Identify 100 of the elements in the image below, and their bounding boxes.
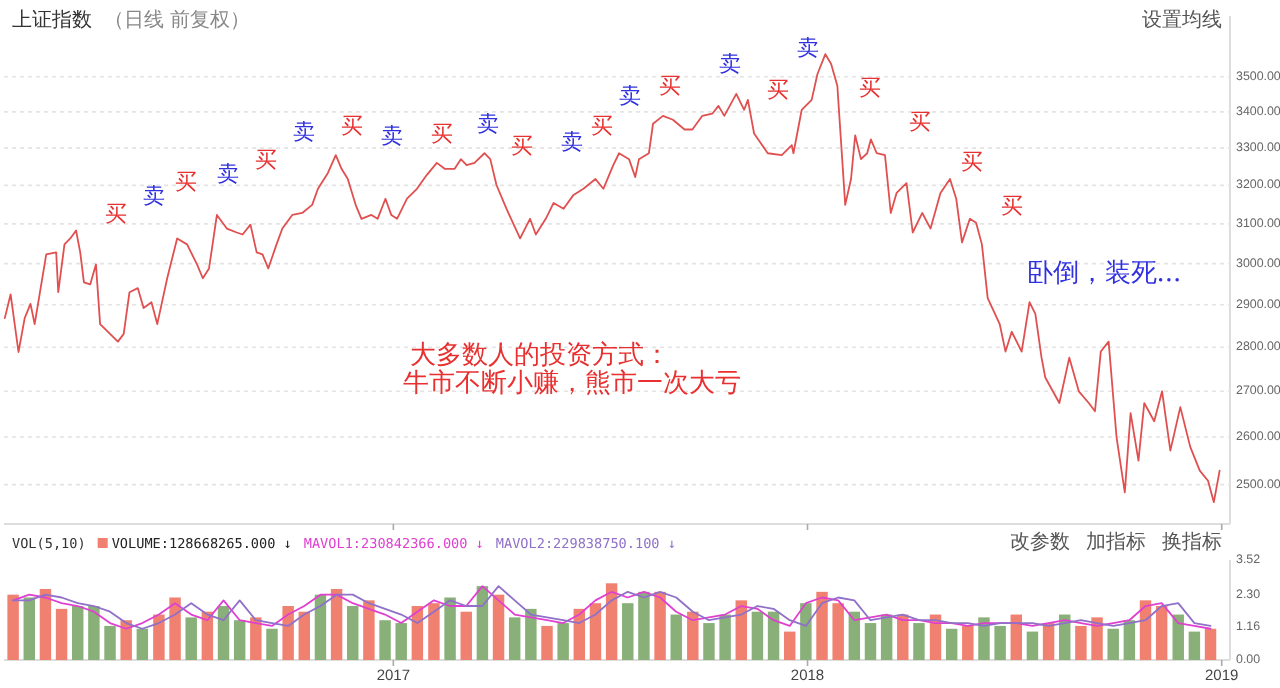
- annotation: 买: [511, 133, 533, 159]
- bar: [347, 606, 359, 660]
- bar: [39, 588, 52, 660]
- bar: [703, 623, 715, 660]
- bar: [864, 623, 877, 660]
- bar: [945, 628, 958, 660]
- bar: [88, 606, 100, 660]
- bar: [589, 603, 602, 660]
- text: 改参数: [1010, 530, 1070, 554]
- chart-title: 上证指数: [12, 8, 92, 32]
- bar: [460, 611, 472, 660]
- annotation: 牛市不断小赚，熊市一次大亏: [403, 369, 741, 399]
- bar: [670, 614, 682, 660]
- bar: [962, 625, 974, 660]
- bar: [1010, 614, 1022, 660]
- bar: [250, 617, 262, 660]
- bar: [428, 603, 440, 660]
- annotation: 卖: [477, 111, 499, 137]
- bar: [298, 611, 311, 660]
- bar: [897, 614, 909, 660]
- bar: [1107, 628, 1119, 660]
- annotation: 卖: [797, 35, 819, 61]
- bar: [379, 620, 391, 660]
- bar: [800, 603, 812, 660]
- bar: [1042, 623, 1055, 660]
- annotation: 买: [1001, 193, 1023, 219]
- bar: [314, 594, 327, 660]
- bar: [266, 628, 278, 660]
- bar: [7, 594, 19, 660]
- bar: [1204, 628, 1217, 660]
- bar: [169, 597, 181, 660]
- bar: [330, 588, 343, 660]
- bar: [136, 628, 149, 660]
- bar: [72, 606, 84, 660]
- annotation: 买: [341, 113, 363, 139]
- bar: [557, 623, 569, 660]
- bar: [185, 617, 197, 660]
- annotation: 卖: [561, 129, 583, 155]
- annotation: 卧倒，装死...: [1026, 259, 1182, 289]
- bar: [1026, 631, 1039, 660]
- bar: [1172, 614, 1184, 660]
- bar: [217, 606, 230, 660]
- bar: [525, 608, 537, 660]
- bar: [719, 614, 731, 660]
- chart-subtitle: （日线 前复权）: [104, 8, 251, 32]
- bar: [638, 591, 650, 660]
- annotation: 买: [105, 201, 127, 227]
- bar: [1188, 631, 1201, 660]
- bar: [832, 603, 844, 660]
- bar: [767, 611, 780, 660]
- bar: [816, 591, 828, 660]
- bar: [476, 586, 489, 660]
- annotation: 卖: [143, 183, 165, 209]
- annotation: 卖: [619, 83, 641, 109]
- bar: [541, 625, 553, 660]
- annotation: 卖: [217, 161, 239, 187]
- bar: [605, 583, 618, 660]
- annotation: 买: [767, 77, 789, 103]
- bar: [784, 631, 796, 660]
- bar: [735, 600, 747, 660]
- bar: [492, 594, 505, 660]
- annotation: 卖: [719, 51, 741, 77]
- bar: [994, 625, 1006, 660]
- annotation: 买: [255, 147, 277, 173]
- bar: [55, 608, 68, 660]
- annotation: 卖: [381, 123, 403, 149]
- annotation: 买: [591, 113, 613, 139]
- bar: [153, 614, 165, 660]
- bar: [444, 597, 456, 660]
- bar: [1123, 620, 1136, 660]
- line-series: [12, 585, 1212, 630]
- annotation: 设置均线: [1142, 8, 1222, 32]
- annotation: 大多数人的投资方式：: [410, 339, 670, 371]
- annotation: 买: [859, 75, 881, 101]
- bar: [622, 603, 634, 660]
- bar: [1075, 625, 1087, 660]
- text: 加指标: [1086, 530, 1146, 554]
- bar: [687, 611, 699, 660]
- bar: [363, 600, 375, 660]
- bar: [654, 591, 666, 660]
- bar: [282, 606, 294, 660]
- annotation: 买: [431, 121, 453, 147]
- bar: [23, 597, 35, 660]
- bar: [120, 620, 132, 660]
- bar: [104, 625, 116, 660]
- annotation: 卖: [293, 119, 315, 145]
- annotation: 买: [909, 109, 931, 135]
- bar: [751, 611, 764, 660]
- bar: [913, 623, 925, 660]
- annotation: 买: [659, 73, 681, 99]
- bar: [395, 623, 407, 660]
- bar: [848, 611, 861, 660]
- bar: [978, 617, 990, 660]
- text: 换指标: [1162, 530, 1222, 554]
- bar: [508, 617, 521, 660]
- bar: [1155, 606, 1168, 660]
- annotation: 买: [175, 169, 197, 195]
- bar: [233, 620, 246, 660]
- bar: [1091, 617, 1103, 660]
- annotation: 买: [961, 149, 983, 175]
